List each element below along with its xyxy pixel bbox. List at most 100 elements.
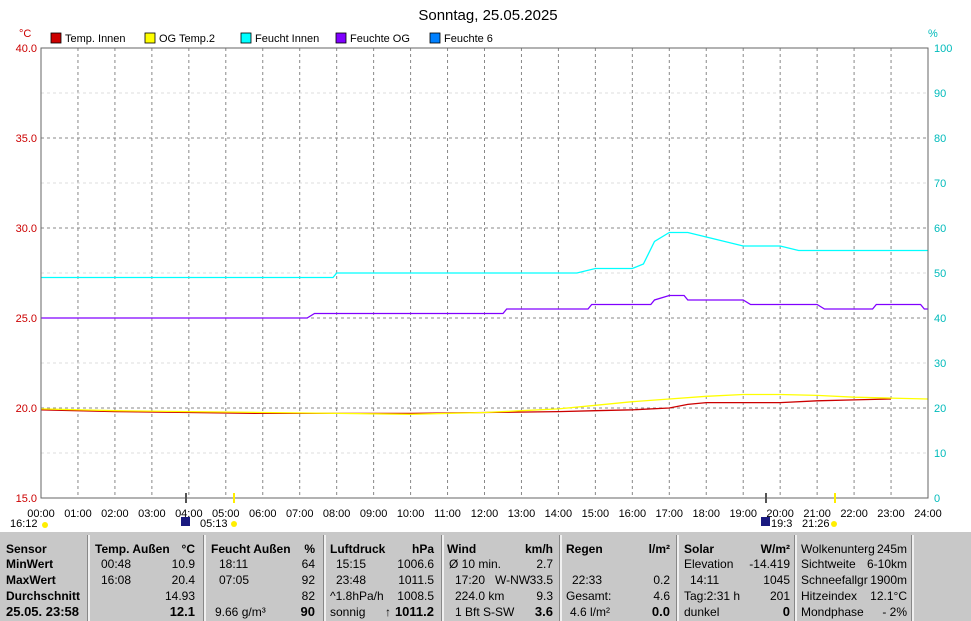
x-tick-label: 19:00 xyxy=(729,508,757,520)
cloud-base-label: Wolkenunterg xyxy=(801,542,875,556)
x-tick-label: 01:00 xyxy=(64,508,92,520)
x-tick-label: 09:00 xyxy=(360,508,388,520)
legend-swatch xyxy=(50,32,62,44)
weather-text: sonnig xyxy=(330,605,366,619)
y-left-tick-label: 40.0 xyxy=(16,43,37,55)
series-line xyxy=(41,231,928,279)
y-right-tick-label: 100 xyxy=(934,43,952,55)
solar-day-length: Tag:2:31 h xyxy=(684,589,741,603)
x-tick-label: 13:00 xyxy=(508,508,536,520)
rain-day: 4.6 l/m² xyxy=(570,605,611,619)
humidity-min-time: 18:11 xyxy=(219,557,249,571)
x-tick-label: 20:00 xyxy=(766,508,794,520)
y-right-tick-label: 10 xyxy=(934,448,946,460)
sun-icon xyxy=(231,521,237,527)
y-right-unit: % xyxy=(928,28,938,40)
x-tick-label: 08:00 xyxy=(323,508,351,520)
sun-icon xyxy=(831,521,837,527)
x-tick-label: 10:00 xyxy=(397,508,425,520)
x-tick-label: 05:00 xyxy=(212,508,240,520)
pressure-max-time: 23:48 xyxy=(336,573,367,587)
temp-max-time: 16:08 xyxy=(101,573,132,587)
temp-current: 12.1 xyxy=(169,604,195,619)
rain-column: Regen l/m² 22:33 0.2 Gesamt: 4.6 4.6 l/m² 0.… xyxy=(566,535,674,621)
moonset-time-label: 19:3 xyxy=(771,518,792,530)
wind-max-value: 33.5 xyxy=(529,573,553,587)
legend-label: Feucht Innen xyxy=(255,33,319,45)
series-line xyxy=(40,393,929,415)
solar-elevation-label: Elevation xyxy=(684,557,734,571)
heat-index-value: 12.1°C xyxy=(870,589,907,603)
temp-header: Temp. Außen xyxy=(95,542,170,556)
max-label: MaxWert xyxy=(6,573,56,587)
solar-day-value: 201 xyxy=(769,589,790,603)
temp-min-time: 00:48 xyxy=(101,557,132,571)
temp-column: Temp. Außen °C 00:48 10.9 16:08 20.4 14.93 … xyxy=(93,535,201,621)
chart-lines xyxy=(40,231,929,415)
x-tick-label: 17:00 xyxy=(656,508,684,520)
solar-header: Solar xyxy=(684,542,715,556)
x-tick-label: 11:00 xyxy=(434,508,461,520)
wind-current: 3.6 xyxy=(534,604,553,619)
moonset-icon xyxy=(761,517,770,526)
humidity-current: 90 xyxy=(300,604,315,619)
x-tick-label: 02:00 xyxy=(101,508,129,520)
moonrise-icon xyxy=(181,517,190,526)
chart-legend: Temp. Innen OG Temp.2 Feucht Innen Feuchte … xyxy=(50,32,493,45)
legend-label: Feuchte OG xyxy=(350,33,410,45)
humidity-absolute: 9.66 g/m³ xyxy=(215,605,266,619)
series-line xyxy=(40,398,892,415)
cloud-base-value: 245m xyxy=(876,542,907,556)
wind-unit: km/h xyxy=(524,542,553,556)
rain-total-value: 4.6 xyxy=(653,589,670,603)
rain-total-label: Gesamt: xyxy=(566,589,612,603)
x-tick-label: 00:00 xyxy=(27,508,55,520)
y-right-tick-label: 90 xyxy=(934,88,946,100)
solar-column: Solar W/m² Elevation -14.419 14:11 1045 Tag… xyxy=(684,535,792,621)
rain-current: 0.0 xyxy=(651,604,670,619)
temp-avg: 14.93 xyxy=(164,589,195,603)
y-right-tick-label: 60 xyxy=(934,223,946,235)
sensor-column: Sensor MinWert MaxWert Durchschnitt 25.0… xyxy=(6,535,86,621)
pressure-column: Luftdruck hPa 15:15 1006.6 23:48 1011.5 ^1.… xyxy=(328,535,440,621)
legend-label: Feuchte 6 xyxy=(444,33,493,45)
pressure-unit: hPa xyxy=(411,542,434,556)
wind-header: Wind xyxy=(447,542,477,556)
y-left-unit: °C xyxy=(19,28,31,40)
temp-unit: °C xyxy=(181,542,195,556)
rain-max-time: 22:33 xyxy=(572,573,603,587)
sunrise-marker-label: 16:12 xyxy=(10,518,38,530)
rain-max-value: 0.2 xyxy=(653,573,670,587)
y-left-tick-label: 15.0 xyxy=(16,493,37,505)
y-left-tick-label: 20.0 xyxy=(16,403,37,415)
humidity-unit: % xyxy=(304,542,315,556)
legend-label: Temp. Innen xyxy=(65,33,126,45)
y-right-tick-label: 70 xyxy=(934,178,946,190)
min-label: MinWert xyxy=(6,557,54,571)
pressure-trend-value: 1008.5 xyxy=(397,589,434,603)
pressure-min-value: 1006.6 xyxy=(397,557,434,571)
legend-label: OG Temp.2 xyxy=(159,33,215,45)
x-tick-label: 14:00 xyxy=(545,508,573,520)
sunrise-time-label: 05:13 xyxy=(200,518,228,530)
solar-max-time: 14:11 xyxy=(690,573,720,587)
x-tick-label: 22:00 xyxy=(840,508,868,520)
rain-header: Regen xyxy=(566,542,603,556)
x-tick-label: 24:00 xyxy=(914,508,942,520)
x-tick-label: 15:00 xyxy=(582,508,610,520)
humidity-max-time: 07:05 xyxy=(219,573,250,587)
pressure-min-time: 15:15 xyxy=(336,557,367,571)
wind-column: Wind km/h Ø 10 min. 2.7 17:20 W-NW 33.5 224.… xyxy=(447,535,557,621)
humidity-avg: 82 xyxy=(301,589,315,603)
pressure-header: Luftdruck xyxy=(330,542,386,556)
y-left-tick-label: 35.0 xyxy=(16,133,37,145)
sun-icon xyxy=(42,522,48,528)
extra-column: Wolkenunterg 245m Sichtweite 6-10km Schnee… xyxy=(801,535,909,621)
snowline-label: Schneefallgr xyxy=(801,573,868,587)
x-tick-label: 12:00 xyxy=(471,508,499,520)
y-right-tick-label: 30 xyxy=(934,358,946,370)
y-right-tick-label: 40 xyxy=(934,313,946,325)
y-left-tick-label: 30.0 xyxy=(16,223,37,235)
pressure-current: 1011.2 xyxy=(394,604,434,619)
x-tick-label: 23:00 xyxy=(877,508,905,520)
